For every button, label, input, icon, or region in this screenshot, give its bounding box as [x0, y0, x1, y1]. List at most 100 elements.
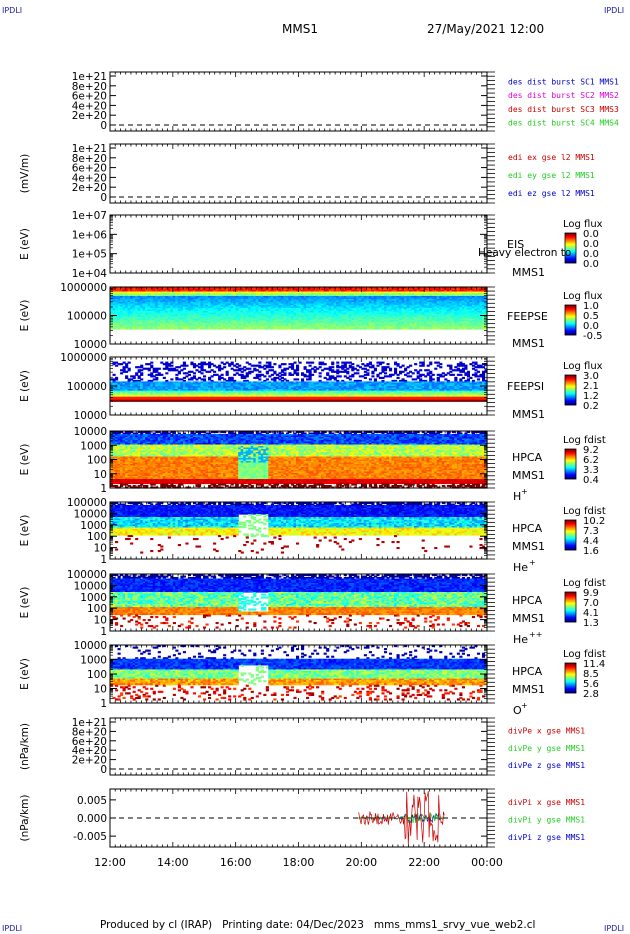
spectrogram-cell [205, 300, 209, 303]
spectrogram-cell [243, 305, 247, 308]
spectrogram-cell [316, 311, 320, 314]
spectrogram-cell [280, 320, 285, 323]
panel-frame [109, 71, 488, 132]
spectrogram-cell [130, 311, 134, 314]
spectrogram-cell [125, 317, 129, 320]
spectrogram-cell [333, 315, 337, 318]
spectrogram-cell [190, 299, 194, 302]
spectrogram-cell [321, 314, 325, 317]
spectrogram-cell [293, 300, 297, 303]
spectrogram-cell [147, 320, 151, 323]
spectrogram-cell [202, 297, 207, 300]
colorbar-cell [565, 239, 576, 241]
spectrogram-cell [258, 314, 262, 317]
spectrogram-cell [366, 321, 370, 324]
spectrogram-cell [273, 311, 277, 314]
spectrogram-cell [331, 290, 335, 293]
spectrogram-cell [353, 287, 357, 290]
colorbar-tick: -0.5 [583, 331, 603, 342]
spectrogram-cell [348, 308, 352, 311]
spectrogram-cell [185, 300, 189, 303]
spectrogram-cell [333, 302, 337, 305]
spectrogram-cell [386, 308, 390, 311]
spectrogram-cell [185, 308, 189, 311]
spectrogram-cell [255, 302, 259, 305]
spectrogram-cell [250, 315, 254, 318]
spectrogram-cell [208, 320, 212, 323]
spectrogram-cell [381, 296, 385, 299]
spectrogram-cell [195, 287, 199, 290]
spectrogram-cell [293, 318, 297, 321]
spectrogram-cell [137, 302, 141, 305]
spectrogram-cell [298, 309, 302, 312]
spectrogram-cell [185, 326, 189, 329]
spectrogram-cell [283, 315, 287, 318]
spectrogram-cell [147, 321, 151, 324]
corner-label-top-left: IPDLI [2, 6, 22, 15]
spectrogram-cell [283, 327, 287, 330]
spectrogram-cell [208, 326, 212, 329]
spectrogram-cell [167, 324, 171, 327]
spectrogram-cell [170, 309, 174, 312]
spectrogram-cell [213, 291, 217, 294]
spectrogram-cell [318, 306, 322, 309]
spectrogram-cell [301, 320, 305, 323]
spectrogram-cell [388, 294, 393, 297]
spectrogram-cell [253, 296, 257, 299]
spectrogram-cell [145, 303, 149, 306]
spectrogram-cell [275, 290, 279, 293]
spectrogram-cell [228, 306, 232, 309]
spectrogram-cell [290, 318, 295, 321]
spectrogram-cell [283, 324, 287, 327]
spectrogram-cell [182, 314, 186, 317]
spectrogram-cell [167, 299, 171, 302]
spectrogram-cell [175, 320, 179, 323]
spectrogram-cell [177, 303, 181, 306]
spectrogram-cell [331, 293, 335, 296]
spectrogram-cell [190, 320, 194, 323]
spectrogram-cell [376, 311, 380, 314]
spectrogram-cell [182, 312, 186, 315]
spectrogram-cell [140, 321, 144, 324]
spectrogram-cell [150, 315, 154, 318]
spectrogram-cell [373, 318, 378, 321]
spectrogram-cell [381, 312, 385, 315]
spectrogram-cell [127, 320, 131, 323]
spectrogram-cell [323, 302, 327, 305]
spectrogram-cell [230, 303, 234, 306]
spectrogram-cell [162, 321, 166, 324]
spectrogram-cell [341, 312, 345, 315]
spectrogram-cell [270, 317, 274, 320]
spectrogram-cell [341, 320, 345, 323]
spectrogram-cell [373, 306, 378, 309]
spectrogram-cell [170, 294, 174, 297]
spectrogram-cell [110, 290, 114, 293]
spectrogram-cell [135, 299, 139, 302]
spectrogram-cell [351, 299, 355, 302]
spectrogram-cell [152, 312, 156, 315]
spectrogram-cell [263, 291, 267, 294]
spectrogram-cell [290, 327, 295, 330]
spectrogram-cell [255, 287, 259, 290]
spectrogram-cell [265, 314, 269, 317]
spectrogram-cell [197, 321, 202, 324]
spectrogram-cell [333, 323, 337, 326]
spectrogram-cell [248, 297, 252, 300]
spectrogram-cell [308, 291, 312, 294]
spectrogram-cell [311, 312, 315, 315]
spectrogram-cell [202, 321, 207, 324]
spectrogram-cell [185, 317, 189, 320]
spectrogram-cell [280, 299, 285, 302]
spectrogram-cell [333, 317, 337, 320]
spectrogram-cell [180, 308, 184, 311]
spectrogram-cell [341, 309, 345, 312]
spectrogram-cell [275, 320, 279, 323]
spectrogram-cell [328, 291, 332, 294]
spectrogram-cell [223, 317, 227, 320]
spectrogram-cell [167, 290, 171, 293]
spectrogram-cell [220, 293, 224, 296]
spectrogram-cell [388, 305, 393, 308]
spectrogram-cell [255, 306, 259, 309]
spectrogram-cell [208, 302, 212, 305]
spectrogram-cell [386, 290, 390, 293]
